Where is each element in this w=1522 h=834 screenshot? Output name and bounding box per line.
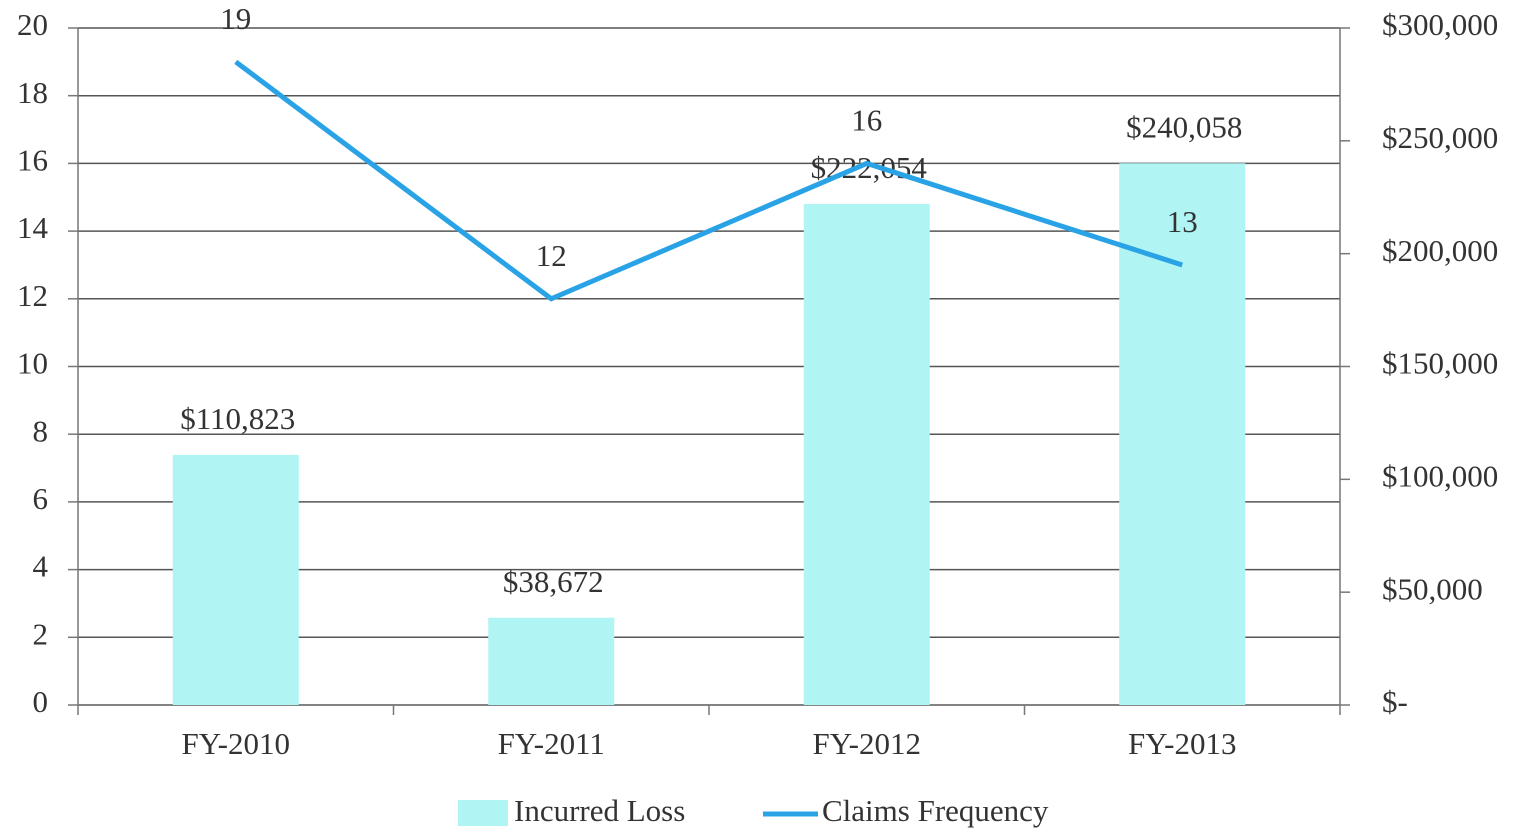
y2-tick-label: $- [1382,684,1408,719]
line [234,59,1184,302]
x-tick-label: FY-2013 [1128,726,1237,761]
bar [172,454,299,705]
legend-label: Claims Frequency [822,793,1049,828]
y2-tick-label: $300,000 [1382,7,1498,42]
x-tick-label: FY-2012 [812,726,921,761]
y2-tick-label: $250,000 [1382,120,1498,155]
y-tick-label: 6 [33,481,49,516]
y-tick-label: 14 [17,210,49,245]
y-tick-label: 12 [17,278,48,313]
x-tick-label: FY-2010 [181,726,290,761]
y2-tick-label: $200,000 [1382,233,1498,268]
y-tick-label: 10 [17,346,48,381]
legend-swatch-bar [458,800,508,826]
y-tick-label: 20 [17,7,48,42]
line-value-label: 16 [851,103,882,138]
y-tick-label: 2 [33,616,49,651]
bar-value-label: $240,058 [1126,109,1242,144]
y-tick-label: 18 [17,75,48,110]
bar [488,617,615,705]
y2-tick-label: $150,000 [1382,346,1498,381]
bar-value-label: $38,672 [503,564,604,599]
y-tick-label: 4 [33,549,49,584]
legend-label: Incurred Loss [514,793,685,828]
bar [803,203,930,706]
line-value-label: 13 [1167,204,1198,239]
bar [1119,163,1246,706]
y2-tick-label: $50,000 [1382,571,1483,606]
y-tick-label: 0 [33,684,49,719]
x-tick-label: FY-2011 [498,726,605,761]
line-value-label: 19 [220,1,251,36]
bar-value-label: $110,823 [180,401,295,436]
y2-tick-label: $100,000 [1382,458,1498,493]
y-tick-label: 8 [33,413,49,448]
y-tick-label: 16 [17,143,48,178]
line-value-label: 12 [536,238,567,273]
